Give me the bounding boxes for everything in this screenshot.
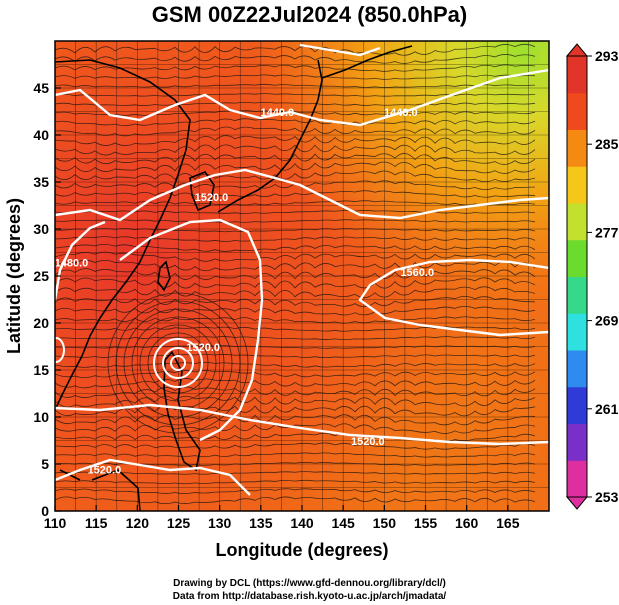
contour-line: [55, 458, 251, 496]
x-tick-label: 125: [167, 515, 191, 531]
colorbar-swatch: [567, 313, 587, 351]
y-tick-label: 20: [33, 315, 49, 331]
contour-label: 1480.0: [55, 258, 89, 270]
y-tick-label: 10: [33, 409, 49, 425]
colorbar-max-arrow: [565, 43, 589, 57]
x-tick-label: 120: [126, 515, 150, 531]
x-tick-label: 150: [373, 515, 397, 531]
colorbar-swatch: [567, 203, 587, 241]
colorbar-frame: [566, 55, 588, 498]
colorbar-swatch: [567, 129, 587, 167]
y-tick-label: 5: [41, 456, 49, 472]
chart-title: GSM 00Z22Jul2024 (850.0hPa): [151, 2, 468, 27]
x-tick-label: 135: [249, 515, 273, 531]
coastline-asia: [55, 59, 191, 411]
graticule: [55, 41, 549, 511]
contour-label: 1520.0: [351, 436, 385, 448]
x-tick-label: 155: [414, 515, 438, 531]
colorbar-swatches: [567, 56, 587, 498]
x-tick-label: 160: [455, 515, 479, 531]
coastline-taiwan: [157, 260, 171, 292]
x-tick-label: 130: [208, 515, 232, 531]
colorbar-swatch: [567, 239, 587, 277]
typhoon-center: [153, 338, 203, 388]
x-tick-label: 165: [496, 515, 520, 531]
x-axis-label: Longitude (degrees): [215, 540, 388, 560]
colorbar-swatch: [567, 166, 587, 204]
x-tick-label: 115: [85, 515, 108, 531]
contour-label: 1520.0: [88, 464, 122, 476]
x-tick-label: 145: [331, 515, 355, 531]
colorbar-swatch: [567, 56, 587, 94]
low-center: [55, 337, 65, 363]
contour-label: 1440.0: [384, 107, 418, 119]
y-tick-label: 30: [33, 221, 49, 237]
y-tick-label: 25: [33, 268, 49, 284]
colorbar-swatch: [567, 423, 587, 461]
colorbar-tick-label: 277: [595, 224, 619, 240]
x-tick-label: 140: [290, 515, 314, 531]
colorbar-ticks: 253 261 269 277 285 293: [587, 48, 619, 505]
geopotential-contours: [55, 43, 549, 496]
y-tick-label: 15: [33, 362, 49, 378]
colorbar-tick-label: 285: [595, 136, 619, 152]
colorbar-swatch: [567, 350, 587, 388]
y-axis-ticks: 0 5 10 15 20 25 30 35 40 45: [33, 80, 61, 519]
contour-label: 1440.0: [260, 107, 294, 119]
credit-drawing: Drawing by DCL (https://www.gfd-dennou.o…: [173, 578, 446, 589]
y-tick-label: 40: [33, 127, 49, 143]
y-axis-label: Latitude (degrees): [4, 198, 24, 354]
colorbar-swatch: [567, 386, 587, 424]
contour-line: [55, 220, 106, 301]
map-plot-area: 1440.0 1440.0 1520.0 1480.0 1560.0 1520.0 1520…: [54, 40, 550, 512]
contour-line: [119, 218, 264, 442]
contour-line: [299, 43, 381, 57]
colorbar-tick-label: 261: [595, 401, 619, 417]
y-tick-label: 45: [33, 80, 49, 96]
contour-label: 1560.0: [400, 267, 434, 279]
wind-streamlines: [55, 41, 549, 511]
contour-label: 1520.0: [195, 192, 229, 204]
colorbar-tick-label: 269: [595, 313, 619, 329]
coastline-kuril: [321, 45, 413, 79]
contour-line: [55, 403, 549, 446]
contour-line: [55, 68, 549, 127]
colorbar-swatch: [567, 460, 587, 498]
y-tick-label: 35: [33, 174, 49, 190]
x-axis-ticks: 110 115 120 125 130 135 140 145 150 155 160 165: [44, 505, 520, 531]
contour-line: [358, 258, 549, 337]
contour-line: [55, 168, 549, 222]
coastline-korea: [189, 171, 215, 212]
colorbar-tick-label: 293: [595, 48, 619, 64]
colorbar: 253 261 269 277 285 293: [565, 43, 619, 510]
colorbar-tick-label: 253: [595, 489, 619, 505]
colorbar-swatch: [567, 276, 587, 314]
y-tick-label: 0: [41, 503, 49, 519]
coastline-japan: [217, 59, 323, 213]
colorbar-min-arrow: [565, 496, 589, 510]
colorbar-swatch: [567, 92, 587, 130]
x-tick-label: 110: [44, 515, 67, 531]
credit-data: Data from http://database.rish.kyoto-u.a…: [172, 591, 447, 602]
